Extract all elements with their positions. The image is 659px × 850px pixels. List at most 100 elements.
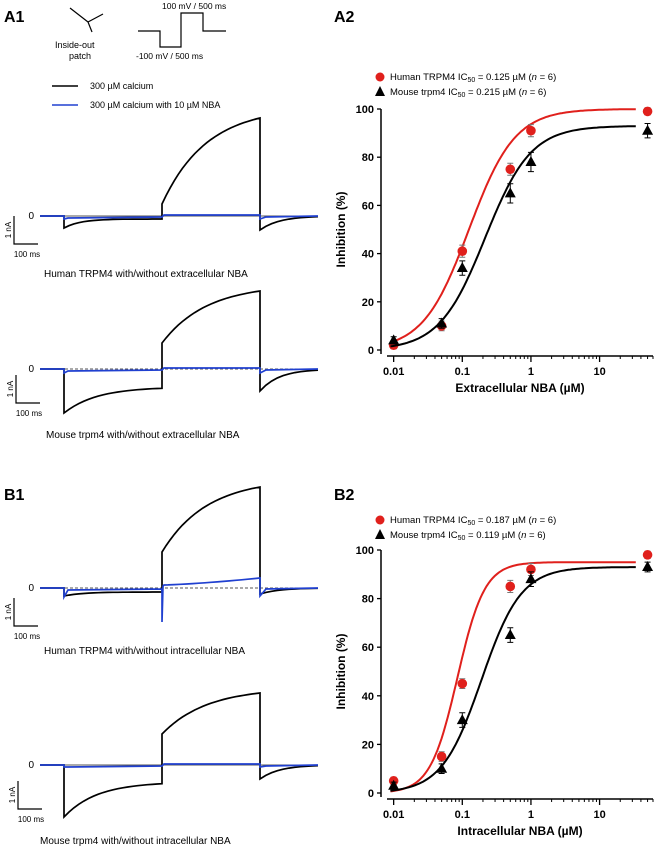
- trace-black: [40, 485, 319, 598]
- fit-curve: [390, 108, 636, 344]
- caption-b1-top: Human TRPM4 with/without intracellular N…: [44, 646, 245, 657]
- legend-label: Mouse trpm4 IC50 = 0.215 µM (n = 6): [390, 87, 546, 99]
- y-axis-label: Inhibition (%): [334, 192, 348, 268]
- trace-b1-top: 0 1 nA 100 ms: [4, 485, 319, 641]
- y-tick-label: 80: [362, 594, 374, 606]
- x-tick-label: 10: [593, 809, 605, 821]
- y-tick-label: 20: [362, 297, 374, 309]
- legend-blue-label: 300 µM calcium with 10 µM NBA: [90, 100, 220, 110]
- scale-bar-x-label: 100 ms: [18, 815, 44, 824]
- y-tick-label: 0: [368, 788, 374, 800]
- legend-label: Human TRPM4 IC50 = 0.125 µM (n = 6): [390, 72, 556, 84]
- trace-blue: [40, 214, 319, 221]
- step-bottom-label: -100 mV / 500 ms: [136, 51, 203, 61]
- x-tick-label: 0.01: [383, 809, 404, 821]
- panel-label-b2: B2: [334, 487, 355, 504]
- x-axis-label: Intracellular NBA (µM): [457, 824, 582, 838]
- y-tick-label: 60: [362, 200, 374, 212]
- data-point: [457, 246, 468, 256]
- y-tick-label: 100: [356, 545, 374, 557]
- x-tick-label: 1: [528, 366, 534, 378]
- data-point: [642, 550, 653, 560]
- data-point: [436, 317, 448, 328]
- scale-bar: [17, 781, 42, 810]
- y-tick-label: 40: [362, 691, 374, 703]
- panel-label-b1: B1: [4, 487, 25, 504]
- trace-black: [40, 692, 319, 820]
- chart-b2: 0 20 40 60 80 100 0.01 0.1 1 10 Intracellular NBA …: [334, 515, 654, 838]
- data-point: [504, 187, 516, 198]
- y-tick-label: 0: [368, 345, 374, 357]
- x-tick-label: 10: [593, 366, 605, 378]
- scale-bar-y-label: 1 nA: [6, 380, 15, 397]
- x-axis-label: Extracellular NBA (µM): [455, 381, 584, 395]
- trace-black: [40, 290, 319, 415]
- trace-a1-bottom: 0 1 nA 100 ms: [6, 290, 319, 418]
- trace-black: [40, 116, 319, 232]
- legend-label: Mouse trpm4 IC50 = 0.119 µM (n = 6): [390, 530, 546, 542]
- data-point: [504, 629, 516, 640]
- data-point: [525, 573, 537, 584]
- x-tick-label: 1: [528, 809, 534, 821]
- legend-marker: [375, 72, 385, 82]
- scale-bar: [13, 598, 38, 627]
- data-point: [456, 262, 468, 273]
- scale-bar-x-label: 100 ms: [14, 250, 40, 259]
- patch-label-2: patch: [69, 51, 91, 61]
- fit-curve: [390, 566, 636, 792]
- zero-label: 0: [28, 364, 34, 375]
- scale-bar: [13, 216, 38, 245]
- chart-a2: 0 20 40 60 80 100 0.01 0.1 1 10 Extracellular NBA …: [334, 72, 654, 395]
- pipette-schematic: [69, 7, 104, 33]
- scale-bar-y-label: 1 nA: [4, 603, 13, 620]
- scale-bar: [15, 375, 40, 404]
- legend-marker: [375, 515, 385, 525]
- y-tick-label: 80: [362, 152, 374, 164]
- data-point: [456, 714, 468, 725]
- data-point: [642, 561, 654, 572]
- trace-blue: [40, 577, 319, 623]
- fit-curve: [390, 561, 636, 793]
- scale-bar-y-label: 1 nA: [4, 221, 13, 238]
- step-top-label: 100 mV / 500 ms: [162, 1, 226, 11]
- trace-blue: [40, 763, 319, 769]
- data-point: [526, 125, 536, 136]
- legend-marker: [375, 529, 385, 539]
- voltage-step-protocol: [138, 12, 226, 48]
- panel-label-a2: A2: [334, 9, 355, 26]
- scale-bar-x-label: 100 ms: [16, 409, 42, 418]
- data-point: [388, 779, 400, 790]
- data-point: [436, 751, 447, 762]
- y-tick-label: 20: [362, 739, 374, 751]
- data-point: [505, 164, 516, 175]
- y-axis-label: Inhibition (%): [334, 634, 348, 710]
- caption-a1-bottom: Mouse trpm4 with/without extracellular N…: [46, 430, 240, 441]
- y-tick-label: 60: [362, 642, 374, 654]
- zero-label: 0: [28, 583, 34, 594]
- panel-label-a1: A1: [4, 9, 25, 26]
- trace-a1-top: 0 1 nA 100 ms: [4, 116, 319, 259]
- zero-label: 0: [28, 760, 34, 771]
- y-tick-label: 100: [356, 104, 374, 116]
- caption-b1-bottom: Mouse trpm4 with/without intracellular N…: [40, 836, 231, 847]
- trace-b1-bottom: 0 1 nA 100 ms: [8, 692, 319, 824]
- data-point: [505, 581, 516, 592]
- legend-label: Human TRPM4 IC50 = 0.187 µM (n = 6): [390, 515, 556, 527]
- x-tick-label: 0.1: [455, 809, 470, 821]
- scale-bar-x-label: 100 ms: [14, 632, 40, 641]
- caption-a1-top: Human TRPM4 with/without extracellular N…: [44, 269, 248, 280]
- legend-marker: [375, 86, 385, 96]
- x-tick-label: 0.01: [383, 366, 404, 378]
- data-point: [436, 762, 448, 773]
- data-point: [525, 156, 537, 167]
- zero-label: 0: [28, 211, 34, 222]
- scale-bar-y-label: 1 nA: [8, 786, 17, 803]
- y-tick-label: 40: [362, 249, 374, 261]
- x-tick-label: 0.1: [455, 366, 470, 378]
- data-point: [642, 124, 654, 135]
- legend-black-label: 300 µM calcium: [90, 81, 153, 91]
- patch-label-1: Inside-out: [55, 40, 95, 50]
- data-point: [457, 678, 468, 689]
- fit-curve: [390, 125, 636, 348]
- trace-blue: [40, 367, 319, 375]
